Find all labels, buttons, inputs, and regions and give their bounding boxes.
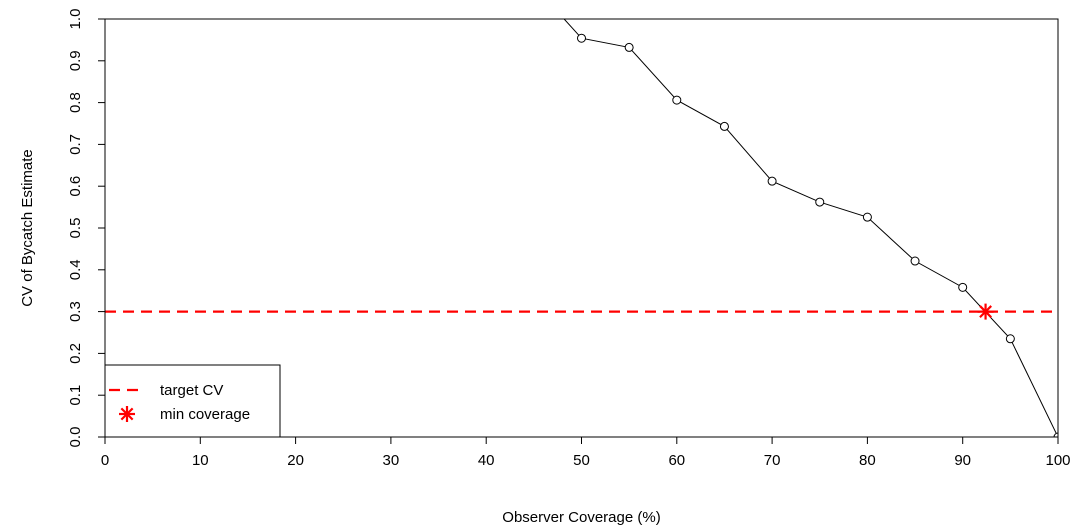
legend-box — [104, 364, 281, 438]
min-coverage-point — [977, 303, 994, 320]
x-tick-label-50: 50 — [573, 452, 590, 469]
data-point-50 — [577, 33, 586, 43]
y-tick-label-0.8: 0.8 — [67, 92, 84, 113]
x-tick-label-30: 30 — [383, 452, 400, 469]
x-tick-label-80: 80 — [859, 452, 876, 469]
series-line — [563, 19, 1058, 437]
y-tick-label-0.3: 0.3 — [67, 301, 84, 322]
x-tick-label-0: 0 — [101, 452, 109, 469]
x-tick-label-90: 90 — [954, 452, 971, 469]
y-tick-label-0: 0.0 — [67, 427, 84, 448]
legend-min-coverage-symbol — [119, 406, 135, 422]
y-tick-label-0.6: 0.6 — [67, 176, 84, 197]
x-axis: 0 10 20 30 40 50 60 70 80 90 100 — [101, 437, 1071, 469]
data-point-80 — [862, 212, 872, 222]
y-axis: 0.0 0.1 0.2 0.3 0.4 0.5 0.6 0.7 0.8 0.9 1.0 — [67, 9, 105, 448]
legend-target-cv-label: target CV — [160, 382, 223, 399]
data-point-60 — [672, 95, 682, 105]
x-tick-label-70: 70 — [764, 452, 781, 469]
x-axis-title: Observer Coverage (%) — [502, 509, 660, 526]
x-tick-label-40: 40 — [478, 452, 495, 469]
x-tick-label-20: 20 — [287, 452, 304, 469]
data-point-70 — [767, 176, 777, 186]
data-point-55 — [624, 42, 634, 52]
y-tick-label-0.1: 0.1 — [67, 385, 84, 406]
y-tick-label-0.9: 0.9 — [67, 50, 84, 71]
x-tick-label-60: 60 — [668, 452, 685, 469]
y-axis-title: CV of Bycatch Estimate — [19, 149, 36, 307]
plot-area — [105, 19, 1058, 437]
x-tick-label-10: 10 — [192, 452, 209, 469]
data-point-100 — [1053, 432, 1058, 437]
x-tick-label-100: 100 — [1045, 452, 1070, 469]
data-point-65 — [719, 121, 729, 131]
y-tick-label-0.5: 0.5 — [67, 218, 84, 239]
legend: target CV min coverage — [104, 364, 281, 438]
y-tick-label-0.2: 0.2 — [67, 343, 84, 364]
y-tick-label-0.4: 0.4 — [67, 259, 84, 280]
data-point-75 — [815, 197, 825, 207]
y-tick-label-0.7: 0.7 — [67, 134, 84, 155]
legend-min-coverage-label: min coverage — [160, 406, 250, 423]
data-point-85 — [910, 256, 920, 266]
data-point-90 — [958, 282, 968, 292]
data-point-95 — [1005, 334, 1015, 344]
y-tick-label-1: 1.0 — [67, 9, 84, 30]
